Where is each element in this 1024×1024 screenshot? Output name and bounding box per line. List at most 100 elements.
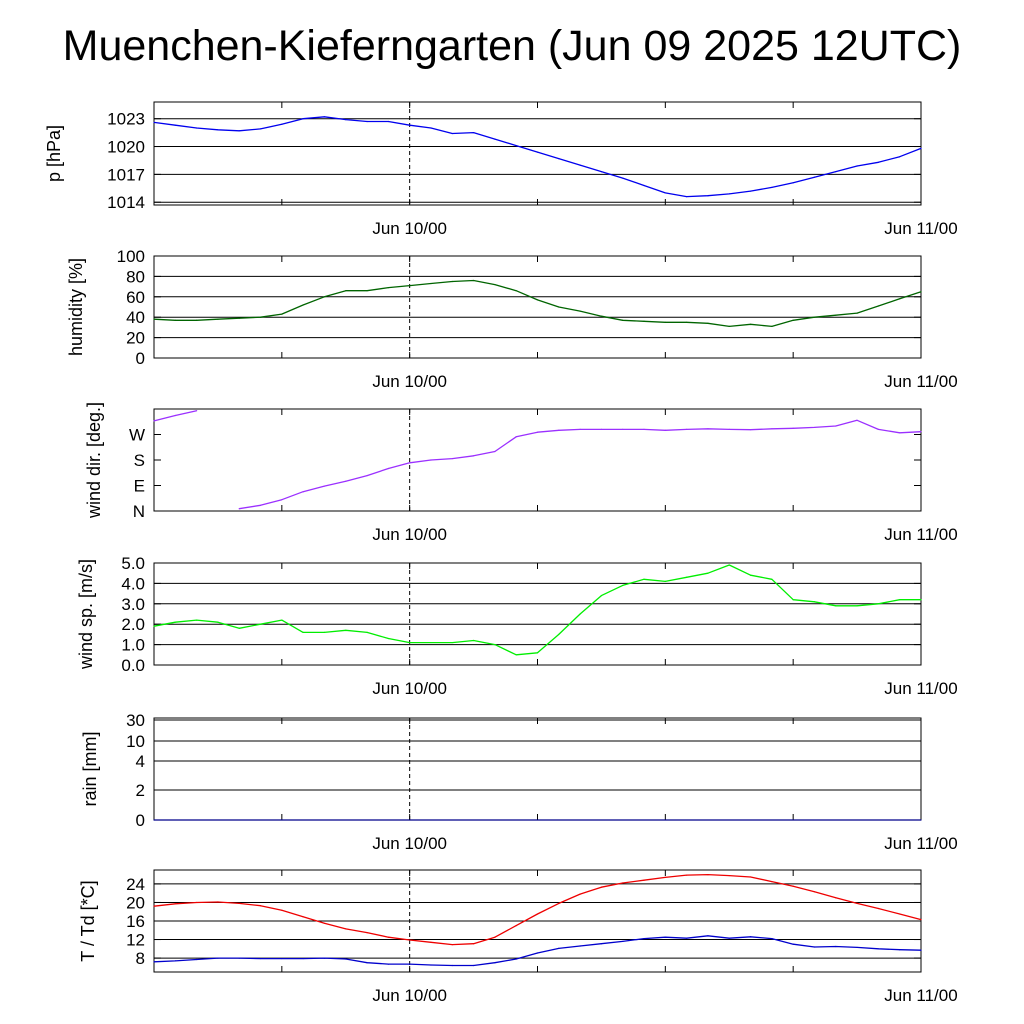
data-point (664, 876, 666, 879)
data-point (622, 940, 624, 943)
data-point (600, 170, 603, 173)
data-point (856, 165, 858, 167)
y-tick-label: 3.0 (121, 595, 145, 614)
data-point (771, 325, 773, 327)
data-point (323, 485, 326, 487)
data-point (217, 957, 219, 959)
plot-frame (153, 255, 922, 359)
data-point (749, 429, 752, 431)
data-point (259, 623, 262, 625)
data-point (174, 903, 176, 905)
x-tick-label: Jun 10/00 (372, 986, 447, 1005)
series-line-1 (153, 410, 922, 510)
series-line-1 (153, 116, 922, 198)
data-point (579, 945, 581, 947)
data-point (302, 304, 304, 306)
data-point (835, 425, 837, 427)
series-line-1 (153, 279, 922, 328)
data-point (643, 184, 645, 187)
data-point (920, 949, 922, 951)
data-point (409, 939, 411, 941)
y-tick-label: 2 (136, 781, 145, 800)
data-point (515, 145, 517, 147)
data-point (899, 432, 901, 434)
data-point (409, 124, 411, 126)
data-point (771, 880, 773, 883)
data-point (856, 419, 858, 421)
y-tick-label: 1.0 (121, 636, 145, 655)
data-point (323, 631, 326, 633)
data-point (430, 282, 432, 285)
y-tick-label: 60 (126, 288, 145, 307)
data-point (920, 291, 922, 293)
data-point (749, 936, 752, 938)
data-point (472, 132, 475, 134)
data-point (728, 325, 730, 327)
data-point (174, 414, 176, 417)
data-point (835, 945, 837, 948)
data-point (387, 936, 389, 938)
data-point (366, 631, 368, 633)
y-tick-label: S (134, 451, 145, 470)
data-point (494, 644, 496, 646)
data-point (536, 299, 539, 301)
y-tick-label: 0.0 (121, 656, 145, 675)
data-point (430, 127, 432, 129)
data-point (366, 290, 368, 292)
x-tick-label: Jun 11/00 (884, 834, 957, 853)
data-point (281, 313, 283, 315)
data-point (728, 937, 730, 939)
data-point (451, 944, 453, 946)
data-point (558, 902, 560, 904)
data-point (558, 306, 560, 308)
data-point (174, 124, 176, 126)
data-point (856, 312, 858, 314)
data-point (430, 941, 432, 943)
data-point (494, 138, 496, 140)
y-axis-label: T / Td [*C] (78, 880, 98, 961)
data-point (451, 457, 453, 460)
data-point (920, 147, 922, 149)
data-point (707, 874, 709, 876)
data-point (792, 319, 794, 321)
data-point (622, 319, 624, 321)
data-point (792, 885, 794, 887)
data-point (643, 938, 645, 940)
y-axis-label: p [hPa] (44, 125, 64, 182)
data-point (749, 190, 752, 192)
data-point (643, 428, 645, 430)
data-point (153, 318, 155, 320)
data-point (345, 119, 347, 121)
data-point (217, 901, 219, 903)
data-point (771, 186, 773, 188)
data-point (196, 319, 198, 321)
data-point (259, 316, 262, 318)
data-point (728, 564, 730, 566)
data-point (409, 641, 411, 644)
data-point (899, 156, 901, 158)
data-point (345, 958, 347, 960)
data-point (920, 431, 922, 433)
x-tick-label: Jun 10/00 (372, 372, 447, 391)
data-point (366, 120, 368, 123)
data-point (259, 905, 262, 907)
data-point (856, 902, 858, 904)
data-point (430, 964, 432, 966)
data-point (877, 428, 879, 430)
data-point (728, 874, 730, 877)
data-point (664, 580, 666, 582)
data-point (281, 909, 283, 911)
data-point (920, 819, 922, 821)
data-point (558, 158, 560, 160)
data-point (579, 310, 581, 312)
data-point (387, 120, 389, 123)
data-point (387, 467, 389, 470)
data-point (813, 891, 816, 893)
y-tick-label: 12 (126, 931, 145, 950)
data-point (920, 599, 922, 601)
data-point (430, 641, 432, 644)
data-point (664, 321, 666, 323)
y-tick-label: N (133, 502, 145, 521)
y-tick-label: 0 (136, 349, 145, 368)
data-point (579, 893, 581, 895)
